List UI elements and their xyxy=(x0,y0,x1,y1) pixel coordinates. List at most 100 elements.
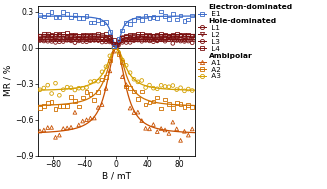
Point xyxy=(95,80,101,83)
Point xyxy=(111,46,116,49)
Point xyxy=(37,35,43,38)
Point xyxy=(68,38,74,41)
Point xyxy=(95,39,101,42)
Point xyxy=(95,91,101,94)
Point xyxy=(128,41,133,44)
Point xyxy=(116,37,121,40)
Point xyxy=(111,46,116,49)
Point xyxy=(103,33,109,36)
Point xyxy=(72,111,77,114)
Point xyxy=(76,37,81,40)
X-axis label: B / mT: B / mT xyxy=(102,172,130,181)
Point xyxy=(68,126,74,129)
Point xyxy=(107,59,112,62)
Point xyxy=(99,33,105,36)
Point xyxy=(76,39,81,42)
Point xyxy=(124,83,129,86)
Point xyxy=(151,34,156,37)
Point xyxy=(178,34,183,37)
Point xyxy=(182,35,187,38)
Point xyxy=(155,39,160,42)
Point xyxy=(135,39,141,42)
Point xyxy=(155,40,160,43)
Point xyxy=(72,13,77,16)
Point xyxy=(64,39,70,42)
Point xyxy=(68,95,74,98)
Point xyxy=(124,37,129,40)
Point xyxy=(139,19,144,22)
Point xyxy=(159,84,164,87)
Point xyxy=(163,40,168,43)
Point xyxy=(139,37,144,40)
Point xyxy=(186,134,191,137)
Point xyxy=(174,36,179,39)
Point xyxy=(37,34,43,37)
Point xyxy=(182,106,187,109)
Point xyxy=(159,32,164,35)
Point xyxy=(182,39,187,42)
Point xyxy=(170,121,175,124)
Point xyxy=(60,32,66,35)
Point xyxy=(166,132,172,135)
Point xyxy=(80,40,85,43)
Point xyxy=(124,85,129,88)
Point xyxy=(37,38,43,41)
Point xyxy=(95,106,101,109)
Point xyxy=(170,84,175,87)
Point xyxy=(186,88,191,91)
Point xyxy=(41,129,46,132)
Point xyxy=(186,104,191,107)
Point xyxy=(124,35,129,38)
Point xyxy=(178,139,183,142)
Point xyxy=(155,35,160,38)
Point xyxy=(186,37,191,40)
Point xyxy=(135,35,141,38)
Point xyxy=(178,103,183,106)
Point xyxy=(72,41,77,44)
Point xyxy=(178,40,183,43)
Point xyxy=(103,87,109,90)
Point xyxy=(147,35,152,38)
Point xyxy=(151,35,156,38)
Point xyxy=(151,87,156,90)
Point xyxy=(57,33,62,36)
Point xyxy=(131,36,137,39)
Point xyxy=(80,16,85,19)
Point xyxy=(159,107,164,110)
Point xyxy=(107,54,112,57)
Point xyxy=(103,40,109,43)
Point xyxy=(84,90,89,93)
Point xyxy=(64,86,70,89)
Point xyxy=(68,16,74,19)
Point xyxy=(155,33,160,36)
Point xyxy=(76,105,81,108)
Point xyxy=(139,36,144,39)
Point xyxy=(80,96,85,99)
Point xyxy=(147,38,152,41)
Point xyxy=(80,87,85,90)
Point xyxy=(159,10,164,13)
Point xyxy=(139,119,144,122)
Point xyxy=(128,107,133,110)
Point xyxy=(155,87,160,90)
Point xyxy=(147,127,152,130)
Point xyxy=(57,34,62,37)
Point xyxy=(88,117,93,120)
Point xyxy=(174,38,179,41)
Point xyxy=(80,37,85,40)
Point xyxy=(45,34,50,37)
Point xyxy=(99,41,105,44)
Point xyxy=(60,37,66,40)
Point xyxy=(116,40,121,43)
Point xyxy=(68,33,74,36)
Point xyxy=(128,33,133,36)
Point xyxy=(147,39,152,42)
Point xyxy=(64,31,70,34)
Point xyxy=(60,11,66,14)
Point xyxy=(190,41,195,44)
Point xyxy=(84,39,89,42)
Point xyxy=(92,117,97,120)
Point xyxy=(88,39,93,42)
Point xyxy=(57,15,62,18)
Point xyxy=(41,87,46,90)
